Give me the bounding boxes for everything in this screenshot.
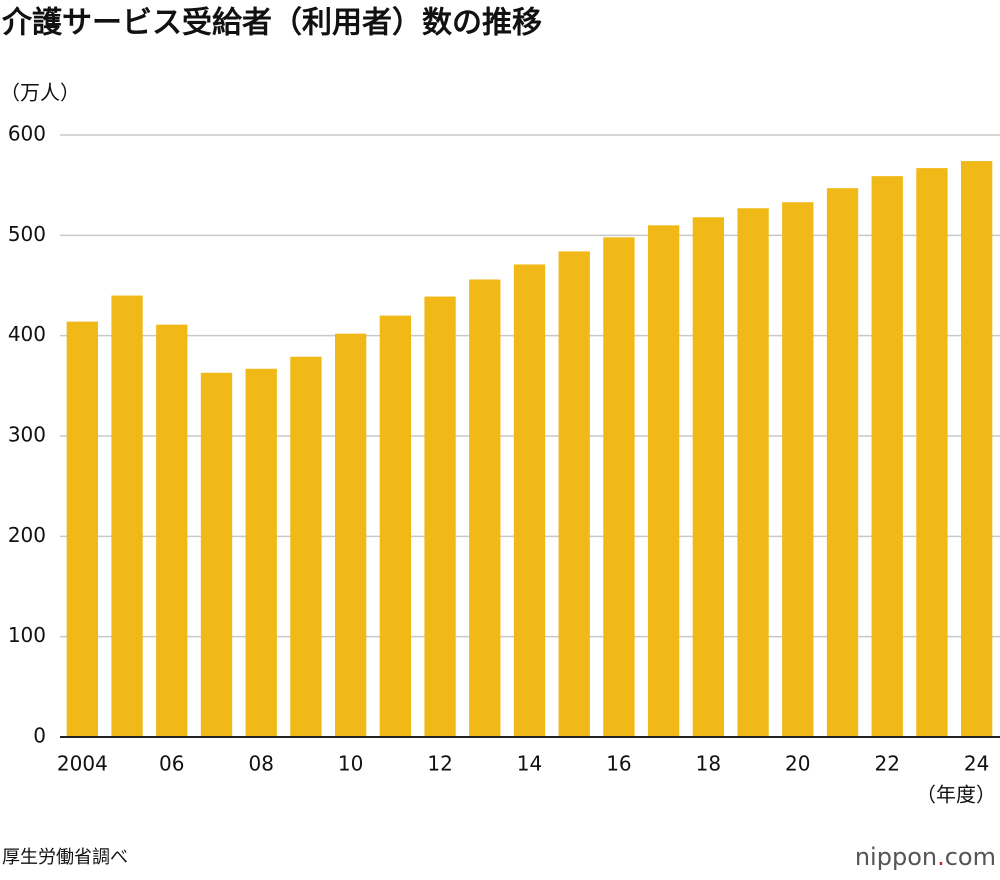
bar <box>379 315 412 737</box>
bar <box>916 168 948 738</box>
x-tick-label: 2004 <box>57 752 108 776</box>
y-tick-label: 500 <box>8 222 46 246</box>
x-tick-label: 06 <box>159 752 184 776</box>
bar <box>245 368 277 737</box>
bar <box>737 208 769 737</box>
y-tick-label: 400 <box>8 322 46 346</box>
y-tick-label: 0 <box>33 724 46 748</box>
x-tick-label: 18 <box>696 752 721 776</box>
x-axis-label: （年度） <box>916 783 996 807</box>
bar <box>826 188 859 738</box>
y-tick-label: 300 <box>8 423 46 447</box>
bar <box>692 217 725 738</box>
bar <box>156 324 188 737</box>
x-tick-label: 14 <box>517 752 542 776</box>
x-tick-label: 16 <box>606 752 631 776</box>
logo: nippon.com <box>855 843 996 871</box>
bar <box>200 372 233 737</box>
bar <box>66 321 99 737</box>
bar <box>111 295 143 737</box>
bar <box>603 237 635 737</box>
chart-title: 介護サービス受給者（利用者）数の推移 <box>1 6 542 41</box>
bar <box>782 202 814 737</box>
y-tick-label: 600 <box>8 122 46 146</box>
bar <box>513 264 546 737</box>
bar <box>647 225 680 738</box>
logo-part: . <box>937 843 945 871</box>
bar <box>558 251 590 738</box>
bar <box>424 296 456 737</box>
x-tick-label: 24 <box>964 752 989 776</box>
x-tick-label: 20 <box>785 752 810 776</box>
x-tick-label: 10 <box>338 752 363 776</box>
bar <box>469 279 501 737</box>
y-tick-label: 200 <box>8 523 46 547</box>
y-tick-label: 100 <box>8 623 46 647</box>
bar <box>871 176 903 738</box>
bar <box>290 356 322 737</box>
x-tick-label: 12 <box>427 752 452 776</box>
source: 厚生労働省調べ <box>2 847 128 868</box>
logo-part: com <box>945 843 996 871</box>
bar <box>960 161 993 737</box>
bar <box>334 333 367 737</box>
logo-part: nippon <box>855 843 937 871</box>
x-tick-label: 08 <box>248 752 273 776</box>
y-axis-label: （万人） <box>0 81 80 105</box>
x-tick-label: 22 <box>874 752 899 776</box>
